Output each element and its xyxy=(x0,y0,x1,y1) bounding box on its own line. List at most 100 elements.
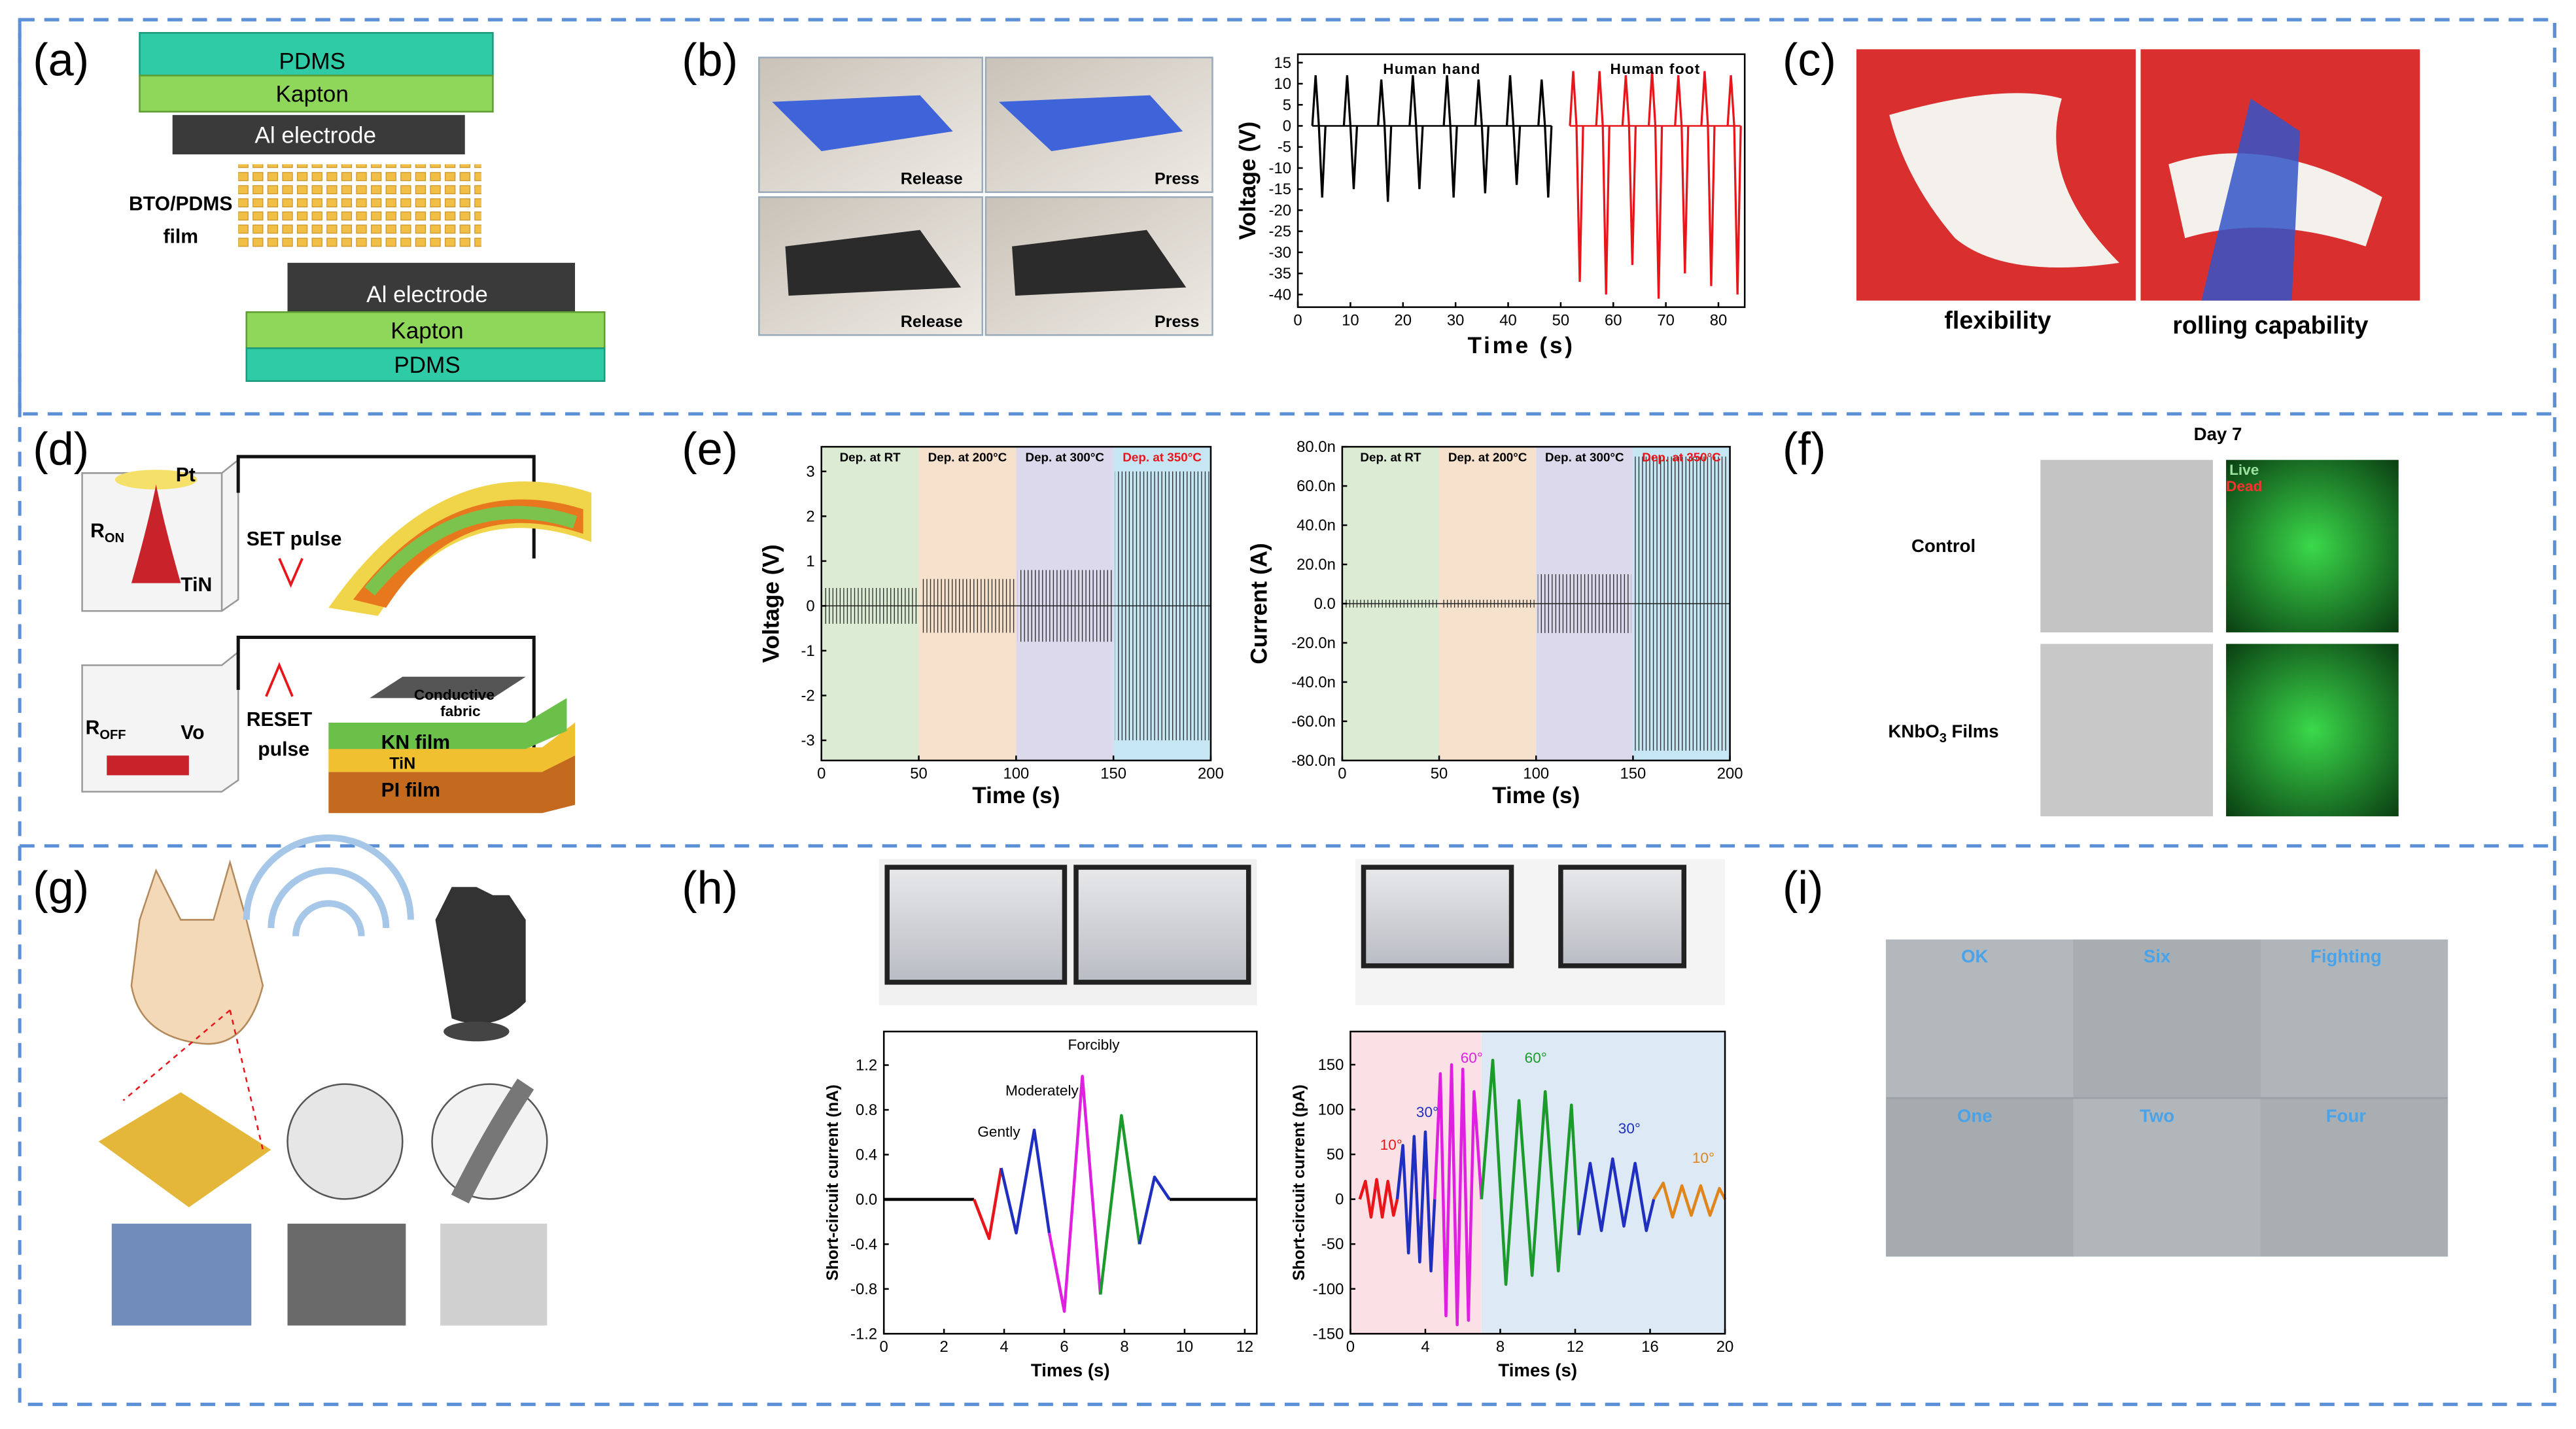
signal-line xyxy=(1480,1058,1580,1286)
x-tick-label: 8 xyxy=(1496,1338,1505,1356)
y-tick-label: 10 xyxy=(1274,75,1291,93)
y-tick-label: 60.0n xyxy=(1297,477,1336,495)
x-tick-label: 20 xyxy=(1395,311,1412,329)
signal-envelope xyxy=(920,579,1015,633)
signal-line xyxy=(1433,1063,1484,1326)
y-tick-label: 0 xyxy=(1283,118,1291,135)
panel-a: PDMS Kapton Al electrode BTO/PDMS film A… xyxy=(129,31,606,382)
y-tick-label: 2 xyxy=(806,508,814,525)
layer-label: Al electrode xyxy=(254,123,376,148)
resistance-main: R xyxy=(90,520,105,542)
film-label: film xyxy=(163,226,198,248)
y-tick-label: 100 xyxy=(1318,1101,1344,1119)
x-tick-label: 50 xyxy=(1552,311,1570,329)
x-tick-label: 12 xyxy=(1236,1338,1254,1356)
signal-envelope xyxy=(1537,574,1631,633)
y-axis-label: Short-circuit current (nA) xyxy=(824,1084,842,1281)
resistance-label: RON xyxy=(90,520,124,545)
signal-line xyxy=(1652,1181,1727,1219)
panel-label: (b) xyxy=(682,34,738,86)
device-label: KN film xyxy=(381,732,450,753)
pulse xyxy=(1474,79,1490,194)
photo-label: Release xyxy=(901,169,963,188)
signal-envelope xyxy=(1017,570,1112,642)
signal-line xyxy=(1047,1075,1102,1313)
x-tick-label: 4 xyxy=(1000,1338,1008,1356)
y-axis-label: Voltage (V) xyxy=(758,544,784,663)
layer-label: Kapton xyxy=(275,82,348,107)
annotation: 60° xyxy=(1525,1050,1547,1066)
panel-c: flexibility rolling capability xyxy=(1856,49,2420,339)
y-tick-label: 50 xyxy=(1327,1146,1344,1163)
plot-area xyxy=(884,1031,1257,1334)
y-tick-label: 5 xyxy=(1283,96,1291,114)
y-tick-label: -1 xyxy=(801,642,814,660)
panel-i: OK Six Fighting One Two Four xyxy=(1886,939,2448,1257)
pulse-label: RESET xyxy=(247,709,313,731)
y-axis-label: Current (A) xyxy=(1246,543,1272,664)
pulse xyxy=(1647,71,1663,299)
signal-line xyxy=(1138,1175,1171,1245)
pulse xyxy=(1700,71,1716,286)
x-axis-label: Time (s) xyxy=(1467,333,1575,358)
y-tick-label: 0 xyxy=(806,597,814,615)
panel-label: (g) xyxy=(33,861,89,913)
pulse-label: pulse xyxy=(258,738,309,760)
x-tick-label: 10 xyxy=(1342,311,1359,329)
resistance-sub: OFF xyxy=(99,728,126,742)
plot-frame xyxy=(1297,53,1746,308)
signal-envelope xyxy=(1634,456,1729,751)
x-tick-label: 50 xyxy=(910,765,928,782)
row-label-sub: 3 xyxy=(1940,731,1947,746)
signal-line xyxy=(1395,1130,1436,1273)
gesture-label: Fighting xyxy=(2310,946,2382,967)
x-tick-label: 200 xyxy=(1717,765,1743,782)
panel-frames xyxy=(18,18,2556,1406)
resistance-main: R xyxy=(86,717,100,739)
panel-h-photos xyxy=(879,859,1726,1006)
pulse xyxy=(1342,75,1359,190)
panel-labels: (a) (b) (c) (d) (e) (f) (g) (h) (i) xyxy=(33,34,1836,914)
signal-envelope xyxy=(823,587,918,624)
x-tick-label: 0 xyxy=(880,1338,888,1356)
y-tick-label: 15 xyxy=(1274,54,1291,72)
y-tick-label: -40 xyxy=(1269,286,1291,303)
row-label-main: KNbO xyxy=(1888,721,1939,742)
x-tick-label: 4 xyxy=(1421,1338,1429,1356)
pulse xyxy=(1621,75,1637,266)
signal-line xyxy=(1000,1128,1051,1235)
x-tick-label: 70 xyxy=(1657,311,1675,329)
y-tick-label: -5 xyxy=(1278,139,1291,156)
y-tick-label: -100 xyxy=(1313,1281,1344,1298)
x-axis-label: Times (s) xyxy=(1498,1360,1577,1381)
x-tick-label: 100 xyxy=(1523,765,1549,782)
y-tick-label: 0.8 xyxy=(856,1101,877,1119)
y-axis-label: Short-circuit current (pA) xyxy=(1290,1084,1308,1281)
annotation: Gently xyxy=(977,1124,1020,1140)
x-tick-label: 100 xyxy=(1003,765,1029,782)
plot-frame xyxy=(882,1030,1258,1335)
gesture-label: Two xyxy=(2140,1105,2174,1126)
region-label: Dep. at 300°C xyxy=(1545,451,1624,464)
row-label: Control xyxy=(1911,536,1976,556)
y-tick-label: 150 xyxy=(1318,1056,1344,1074)
region-label: Dep. at 300°C xyxy=(1025,451,1104,464)
y-tick-label: -2 xyxy=(801,687,814,704)
row-label-tail: Films xyxy=(1947,721,1999,742)
x-axis-label: Time (s) xyxy=(1492,783,1580,808)
annotation: Forcibly xyxy=(1068,1037,1120,1053)
plot-frame xyxy=(1349,1030,1726,1335)
photo-caption: rolling capability xyxy=(2172,311,2368,339)
annotation: Moderately xyxy=(1005,1082,1079,1099)
region-label: Dep. at 200°C xyxy=(928,451,1007,464)
y-tick-label: 40.0n xyxy=(1297,517,1336,534)
gesture-label: OK xyxy=(1961,946,1988,967)
y-tick-label: -25 xyxy=(1269,223,1291,241)
annotation: 30° xyxy=(1618,1120,1641,1137)
panel-b-photos: Release Press Release Press xyxy=(758,56,1213,336)
y-tick-label: 20.0n xyxy=(1297,556,1336,574)
x-axis-label: Time (s) xyxy=(972,783,1060,808)
device-label: TiN xyxy=(389,754,415,772)
annotation: 10° xyxy=(1692,1150,1714,1166)
y-tick-label: -40.0n xyxy=(1291,674,1336,691)
